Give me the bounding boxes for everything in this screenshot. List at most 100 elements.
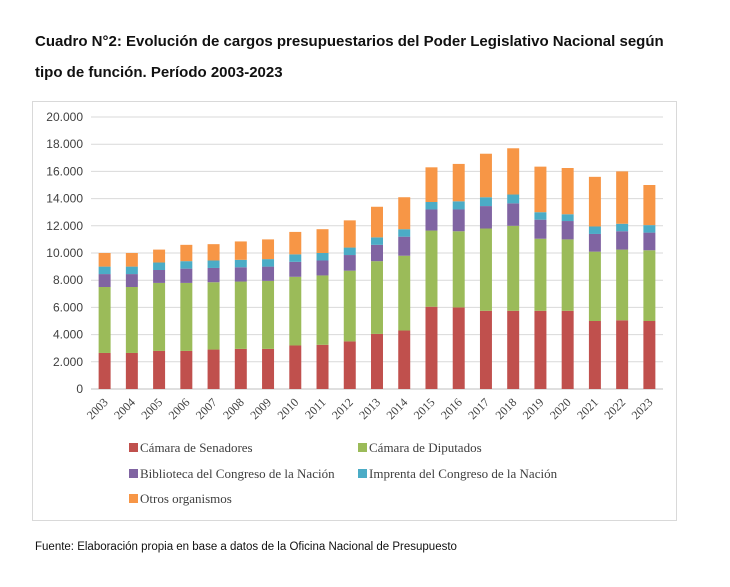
- bar-segment-0-2008: [234, 348, 247, 389]
- bar-segment-0-2009: [262, 348, 275, 389]
- bar-segment-4-2013: [371, 206, 383, 238]
- bar-segment-2-2019: [534, 219, 547, 239]
- bar-segment-4-2006: [180, 244, 193, 262]
- bar-segment-4-2020: [561, 168, 574, 215]
- y-axis: 0 2.000 4.000 6.000 8.000 10.000 12.000 14.000 1…: [46, 110, 83, 396]
- bar-segment-0-2005: [153, 350, 166, 389]
- y-tick-label: 16.000: [46, 164, 83, 178]
- chart-title: Cuadro N°2: Evolución de cargos presupue…: [35, 33, 664, 81]
- bar-segment-3-2014: [398, 229, 411, 237]
- bar-segment-1-2014: [398, 255, 411, 331]
- bar-segment-3-2005: [153, 262, 166, 270]
- bar-segment-1-2019: [534, 238, 547, 311]
- bar-segment-1-2011: [316, 275, 329, 345]
- bar-segment-4-2010: [289, 231, 302, 255]
- x-axis: 2003 2004 2005 2006 2007 2008 2009 2010 2011 2012…: [84, 395, 656, 422]
- y-tick-label: 6.000: [53, 300, 83, 314]
- bar-segment-4-2014: [398, 197, 411, 230]
- legend-swatch: [129, 494, 138, 503]
- bar-segment-3-2010: [289, 254, 302, 262]
- bar-segment-4-2022: [616, 171, 629, 224]
- bar-segment-2-2021: [588, 233, 601, 252]
- bar-segment-1-2003: [98, 287, 111, 353]
- bar-segment-4-2018: [507, 148, 520, 195]
- legend-swatch: [358, 469, 367, 478]
- bar-segment-2-2014: [398, 236, 411, 256]
- bar-segment-2-2016: [452, 209, 465, 232]
- bar-segment-1-2015: [425, 230, 438, 307]
- legend: Cámara de Senadores Cámara de Diputados Bi…: [129, 440, 558, 506]
- bar-segment-4-2011: [316, 229, 329, 253]
- bar-segment-0-2019: [534, 310, 547, 389]
- x-tick-label: 2008: [220, 395, 247, 422]
- bar-segment-1-2017: [479, 228, 492, 311]
- bar-segment-1-2007: [207, 282, 220, 350]
- bar-segment-0-2010: [289, 345, 302, 389]
- bar-segment-4-2021: [588, 176, 601, 227]
- bar-segment-3-2016: [452, 201, 465, 210]
- bar-segment-2-2020: [561, 221, 574, 240]
- legend-swatch: [129, 443, 138, 452]
- bar-segment-4-2012: [343, 220, 356, 248]
- x-tick-label: 2023: [629, 395, 656, 422]
- y-tick-label: 10.000: [46, 246, 83, 260]
- y-tick-label: 18.000: [46, 137, 83, 151]
- x-tick-label: 2016: [438, 395, 465, 422]
- legend-label: Cámara de Senadores: [140, 440, 253, 455]
- x-tick-label: 2012: [329, 395, 356, 422]
- bar-segment-2-2012: [343, 255, 356, 271]
- bar-segment-1-2021: [588, 251, 601, 321]
- bar-segment-0-2012: [343, 341, 356, 389]
- bar-segment-2-2007: [207, 267, 220, 283]
- x-tick-label: 2009: [247, 395, 274, 422]
- bar-segment-1-2022: [616, 249, 629, 321]
- bar-segment-2-2017: [479, 206, 492, 229]
- bar-segment-4-2019: [534, 166, 547, 213]
- x-tick-label: 2011: [302, 395, 329, 422]
- y-tick-label: 0: [76, 382, 83, 396]
- legend-label: Cámara de Diputados: [369, 440, 482, 455]
- bar-segment-1-2009: [262, 280, 275, 349]
- x-tick-label: 2007: [193, 395, 220, 422]
- legend-swatch: [129, 469, 138, 478]
- x-tick-label: 2006: [166, 395, 193, 422]
- bar-segment-1-2016: [452, 231, 465, 308]
- legend-label: Biblioteca del Congreso de la Nación: [140, 466, 335, 481]
- x-tick-label: 2020: [547, 395, 574, 422]
- y-tick-label: 4.000: [53, 328, 83, 342]
- x-tick-label: 2022: [601, 395, 628, 422]
- bar-segment-3-2018: [507, 194, 520, 204]
- bar-segment-2-2018: [507, 203, 520, 226]
- bar-segment-1-2018: [507, 225, 520, 311]
- bar-segment-0-2003: [98, 352, 111, 389]
- bar-segment-2-2004: [125, 274, 138, 287]
- bar-segment-3-2009: [262, 259, 275, 267]
- bar-segment-4-2009: [262, 239, 275, 260]
- x-tick-label: 2021: [574, 395, 601, 422]
- x-tick-label: 2010: [275, 395, 302, 422]
- x-tick-label: 2019: [520, 395, 547, 422]
- x-tick-label: 2004: [111, 395, 138, 422]
- bar-segment-3-2003: [98, 266, 111, 275]
- bar-segment-3-2013: [371, 237, 383, 245]
- bar-segment-2-2023: [643, 232, 656, 251]
- bar-segment-0-2013: [371, 333, 383, 389]
- bar-segment-4-2003: [98, 253, 111, 267]
- bar-segment-4-2005: [153, 249, 166, 263]
- y-tick-label: 2.000: [53, 355, 83, 369]
- bar-segment-2-2013: [371, 244, 383, 262]
- bar-segment-2-2006: [180, 268, 193, 283]
- bar-segment-4-2008: [234, 241, 247, 260]
- bar-segment-0-2004: [125, 352, 138, 389]
- bar-segment-0-2006: [180, 350, 193, 389]
- bar-segment-0-2007: [207, 349, 220, 389]
- bar-segment-4-2015: [425, 167, 438, 202]
- bar-segment-0-2021: [588, 321, 601, 389]
- bar-segment-3-2021: [588, 226, 601, 234]
- bar-segment-1-2006: [180, 282, 193, 351]
- bar-segment-3-2022: [616, 223, 629, 232]
- bar-segment-2-2009: [262, 266, 275, 281]
- bar-segment-1-2020: [561, 239, 574, 311]
- bar-segment-0-2014: [398, 330, 411, 389]
- bar-segment-1-2008: [234, 281, 247, 349]
